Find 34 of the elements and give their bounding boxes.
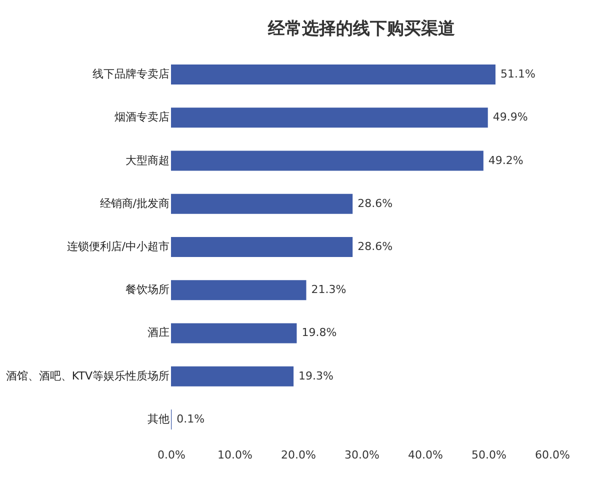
x-tick-label: 30.0% [344,448,380,462]
data-label: 19.8% [302,326,337,340]
y-tick-label: 大型商超 [126,154,170,167]
y-tick-label: 线下品牌专卖店 [92,68,170,81]
data-label: 51.1% [500,68,536,81]
y-tick-label: 餐饮场所 [126,283,170,296]
bar [171,323,297,344]
x-tick-label: 60.0% [535,448,570,462]
data-label: 28.6% [358,240,393,253]
y-tick-label: 其他 [148,412,170,426]
y-tick-label: 酒庄 [148,326,170,340]
bar [171,150,484,171]
bar [171,194,353,214]
y-tick-label: 烟酒专卖店 [114,110,170,124]
bar [171,108,488,128]
data-label: 49.2% [488,154,524,167]
y-tick-label: 经销商/批发商 [100,196,170,210]
data-label: 19.3% [298,369,334,382]
x-tick-label: 10.0% [218,448,252,462]
data-label: 21.3% [311,283,346,296]
x-tick-label: 50.0% [472,448,506,462]
data-label: 0.1% [176,412,205,426]
y-tick-label: 酒馆、酒吧、KTV等娱乐性质场所 [6,369,170,382]
x-tick-label: 40.0% [408,448,443,462]
x-tick-label: 0.0% [158,448,186,462]
bar [171,237,353,257]
y-tick-label: 连锁便利店/中小超市 [66,240,170,253]
bar [171,366,294,386]
data-label: 49.9% [492,110,528,124]
bar [171,64,496,85]
bar [171,280,306,300]
chart-title: 经常选择的线下购买渠道 [267,19,455,39]
x-tick-label: 20.0% [281,448,316,462]
data-label: 28.6% [358,196,393,210]
